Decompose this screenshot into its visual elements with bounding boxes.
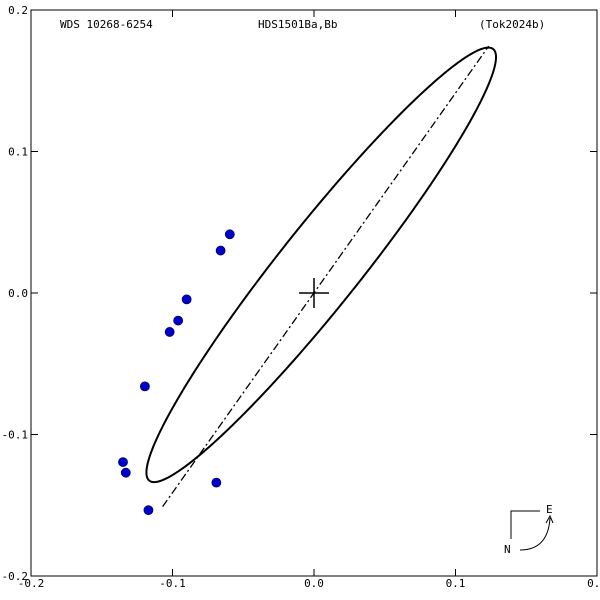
observation-point-4 [164,327,175,337]
y-tick-label: 0.1 [8,146,28,159]
line-of-nodes [162,45,490,508]
axis-ticks [30,9,598,577]
observation-point-3 [173,315,184,326]
compass-axes [510,510,540,539]
compass: E N [504,503,554,556]
x-tick-label: 0.1 [446,577,466,590]
observation-point-2 [181,294,192,305]
observation-point-1 [215,245,226,256]
y-tick-label: 0.0 [8,287,28,300]
y-tick-label: -0.2 [2,570,29,583]
reference-label: (Tok2024b) [479,18,545,31]
pair-label: HDS1501Ba,Bb [258,18,337,31]
x-tick-label: 0.2 [587,577,600,590]
x-tick-label: 0.0 [304,577,324,590]
orbit-ellipse [145,46,498,484]
observation-point-5 [140,381,150,392]
compass-north-label: N [504,543,511,556]
y-tick-label: -0.1 [2,429,29,442]
compass-rotation-arrow [519,517,551,551]
observation-point-6 [118,457,128,467]
primary-star-cross [299,278,329,308]
compass-east-label: E [546,503,553,516]
x-tick-label: -0.1 [159,577,186,590]
x-tick-label: -0.2 [18,577,45,590]
observation-point-7 [120,467,131,478]
observation-point-9 [211,477,222,488]
axis-tick-labels: -0.2 -0.1 0.0 0.1 0.2 0.2 0.1 0.0 -0.1 -0.2 [2,4,600,590]
observation-points [118,229,235,516]
observation-point-8 [143,505,154,516]
arrowhead-icon [545,514,554,524]
observation-point-0 [224,229,235,240]
y-tick-label: 0.2 [8,4,28,17]
wds-label: WDS 10268-6254 [60,18,153,31]
